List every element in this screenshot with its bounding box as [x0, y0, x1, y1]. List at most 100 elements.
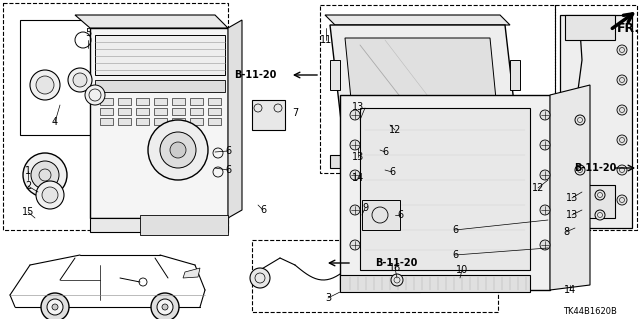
Text: FR.: FR.: [617, 21, 640, 34]
Circle shape: [52, 304, 58, 310]
Bar: [95, 35, 225, 75]
Text: 7: 7: [292, 108, 298, 118]
Bar: [136, 98, 149, 105]
Circle shape: [85, 85, 105, 105]
Polygon shape: [75, 15, 228, 28]
Text: 6: 6: [389, 167, 395, 177]
Text: 1: 1: [25, 166, 31, 176]
Text: 16: 16: [389, 263, 401, 273]
Bar: [390, 268, 420, 292]
Bar: [320, 5, 555, 173]
Polygon shape: [10, 255, 205, 310]
Text: 12: 12: [532, 183, 544, 193]
Circle shape: [36, 76, 54, 94]
Bar: [190, 98, 203, 105]
Circle shape: [160, 132, 196, 168]
Text: 6: 6: [452, 225, 458, 235]
Polygon shape: [340, 95, 550, 290]
Circle shape: [41, 293, 69, 319]
Circle shape: [540, 205, 550, 215]
Text: 6: 6: [260, 205, 266, 215]
Polygon shape: [360, 108, 530, 270]
Text: 13: 13: [566, 193, 578, 203]
Circle shape: [361, 158, 369, 166]
Circle shape: [31, 161, 59, 189]
Circle shape: [42, 187, 58, 203]
Text: 15: 15: [22, 207, 34, 217]
Circle shape: [350, 240, 360, 250]
Polygon shape: [330, 25, 520, 155]
Circle shape: [540, 170, 550, 180]
Polygon shape: [550, 85, 590, 290]
Bar: [95, 80, 225, 92]
Text: 6: 6: [225, 146, 231, 156]
Circle shape: [540, 110, 550, 120]
Bar: [362, 200, 400, 230]
Text: 6: 6: [225, 165, 231, 175]
Text: 4: 4: [52, 117, 58, 127]
Circle shape: [595, 190, 605, 200]
Circle shape: [540, 240, 550, 250]
Circle shape: [47, 299, 63, 315]
Circle shape: [501, 156, 509, 164]
Bar: [154, 98, 167, 105]
Bar: [172, 108, 185, 115]
Circle shape: [23, 153, 67, 197]
Bar: [190, 118, 203, 125]
Bar: [3, 3, 228, 230]
Bar: [565, 15, 615, 40]
Circle shape: [157, 299, 173, 315]
Circle shape: [575, 115, 585, 125]
Circle shape: [341, 156, 349, 164]
Text: TK44B1620B: TK44B1620B: [563, 308, 617, 316]
Circle shape: [617, 75, 627, 85]
Circle shape: [617, 195, 627, 205]
Bar: [172, 118, 185, 125]
Polygon shape: [183, 268, 200, 278]
Bar: [555, 5, 637, 230]
Bar: [340, 275, 530, 292]
Circle shape: [540, 140, 550, 150]
Circle shape: [250, 268, 270, 288]
Polygon shape: [90, 218, 228, 232]
Text: 3: 3: [325, 293, 331, 303]
Circle shape: [148, 120, 208, 180]
Text: 8: 8: [563, 227, 569, 237]
Bar: [118, 98, 131, 105]
Circle shape: [68, 68, 92, 92]
Text: 10: 10: [456, 265, 468, 275]
Bar: [136, 118, 149, 125]
Bar: [208, 118, 221, 125]
Circle shape: [30, 70, 60, 100]
Bar: [140, 215, 228, 235]
Circle shape: [151, 293, 179, 319]
Circle shape: [350, 140, 360, 150]
Text: 13: 13: [352, 152, 364, 162]
Bar: [118, 118, 131, 125]
Polygon shape: [330, 155, 520, 168]
Circle shape: [350, 170, 360, 180]
Bar: [136, 108, 149, 115]
Circle shape: [375, 268, 395, 288]
Circle shape: [617, 135, 627, 145]
Polygon shape: [560, 15, 632, 228]
Text: B-11-20: B-11-20: [234, 70, 276, 80]
Circle shape: [511, 158, 519, 166]
Text: 14: 14: [564, 285, 576, 295]
Bar: [20, 20, 148, 135]
Bar: [100, 98, 113, 105]
Bar: [252, 240, 498, 312]
Circle shape: [350, 110, 360, 120]
Circle shape: [73, 73, 87, 87]
Polygon shape: [325, 15, 510, 25]
Circle shape: [350, 205, 360, 215]
Text: 14: 14: [352, 173, 364, 183]
Polygon shape: [228, 20, 242, 218]
Text: 2: 2: [25, 181, 31, 191]
Text: 9: 9: [362, 203, 368, 213]
Text: 6: 6: [397, 210, 403, 220]
Text: 13: 13: [352, 102, 364, 112]
Text: B-11-20: B-11-20: [375, 258, 417, 268]
Circle shape: [595, 210, 605, 220]
Text: B-11-20: B-11-20: [574, 163, 616, 173]
